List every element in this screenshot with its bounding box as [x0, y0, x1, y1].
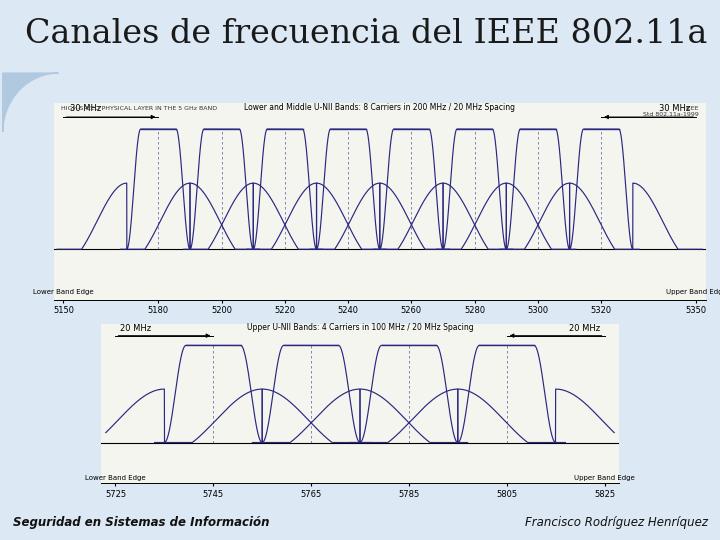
Text: Seguridad en Sistemas de Información: Seguridad en Sistemas de Información [13, 516, 269, 529]
Text: Upper Band Edge: Upper Band Edge [666, 289, 720, 295]
Text: Lower and Middle U-NII Bands: 8 Carriers in 200 MHz / 20 MHz Spacing: Lower and Middle U-NII Bands: 8 Carriers… [244, 103, 516, 112]
Text: 20 MHz: 20 MHz [569, 324, 600, 333]
Text: 30 MHz: 30 MHz [70, 104, 101, 113]
Text: 20 MHz: 20 MHz [120, 324, 151, 333]
Text: Francisco Rodríguez Henríquez: Francisco Rodríguez Henríquez [525, 516, 708, 529]
Text: Canales de frecuencia del IEEE 802.11a: Canales de frecuencia del IEEE 802.11a [25, 18, 708, 50]
Text: HIGH-SPEED PHYSICAL LAYER IN THE 5 GHz BAND: HIGH-SPEED PHYSICAL LAYER IN THE 5 GHz B… [60, 105, 217, 111]
Text: Upper Band Edge: Upper Band Edge [574, 475, 635, 481]
Text: Lower Band Edge: Lower Band Edge [33, 289, 94, 295]
Polygon shape [3, 73, 58, 132]
Text: Upper U-NII Bands: 4 Carriers in 100 MHz / 20 MHz Spacing: Upper U-NII Bands: 4 Carriers in 100 MHz… [247, 323, 473, 333]
Text: 30 MHz: 30 MHz [659, 104, 690, 113]
Text: IEEE
Std 802.11a-1999: IEEE Std 802.11a-1999 [643, 105, 699, 117]
Text: Lower Band Edge: Lower Band Edge [85, 475, 145, 481]
